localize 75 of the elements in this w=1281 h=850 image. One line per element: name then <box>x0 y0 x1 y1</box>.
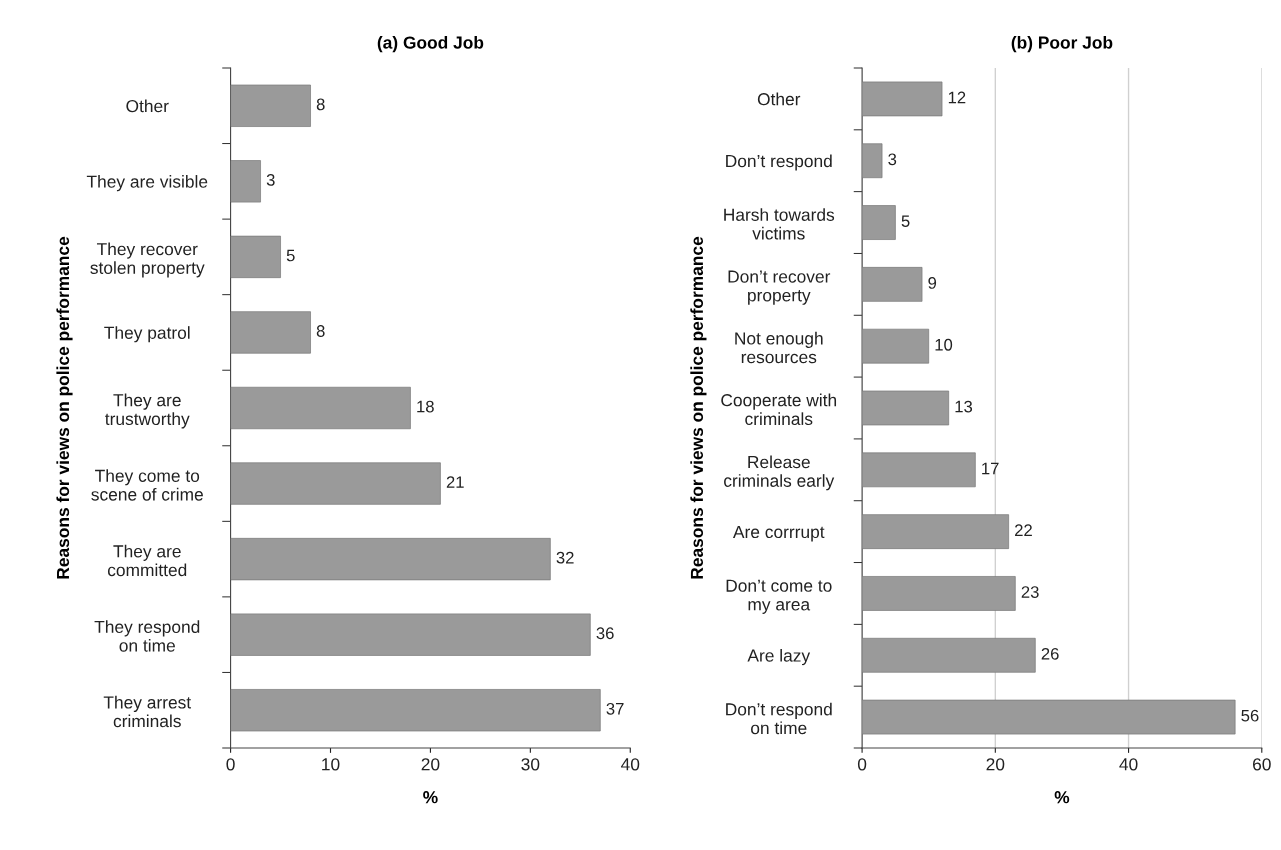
x-axis-title: % <box>1054 791 1070 804</box>
data-label: 8 <box>316 98 325 111</box>
data-label: 5 <box>286 249 295 262</box>
bar <box>862 637 1036 673</box>
y-tick-label: Don’t recover property <box>728 270 831 305</box>
bar <box>862 452 976 488</box>
data-label: 36 <box>596 627 614 640</box>
x-tick-label: 0 <box>857 758 867 771</box>
y-tick-label: Not enough resources <box>735 331 823 364</box>
data-label: 21 <box>446 476 464 488</box>
bar <box>862 390 950 426</box>
bar <box>230 84 311 127</box>
data-label: 13 <box>955 400 973 413</box>
bar <box>230 386 411 430</box>
y-tick-label: They respond on time <box>94 620 200 652</box>
chart-title: (a) Good Job <box>377 35 484 53</box>
y-tick-label: They are trustworthy <box>105 393 190 429</box>
x-tick-label: 0 <box>226 758 235 771</box>
y-tick-label: They patrol <box>104 326 190 343</box>
data-label: 5 <box>901 215 910 228</box>
y-tick-label: Are corrrupt <box>732 525 825 542</box>
bar <box>230 311 311 354</box>
bar <box>862 81 943 117</box>
bar <box>230 235 281 279</box>
data-label: 3 <box>266 174 275 186</box>
y-tick-label: Are lazy <box>747 648 811 666</box>
y-tick-label: Don’t come to my area <box>726 579 832 614</box>
bar <box>230 537 551 581</box>
y-tick-label: Cooperate with criminals <box>721 393 837 426</box>
bar <box>862 267 923 302</box>
chart-title: (b) Poor Job <box>1011 35 1113 53</box>
data-label: 17 <box>982 462 999 475</box>
y-tick-label: They are committed <box>107 544 187 577</box>
bar <box>862 143 883 179</box>
data-label: 18 <box>417 400 434 413</box>
data-label: 22 <box>1015 524 1032 536</box>
x-axis-title: % <box>423 791 438 804</box>
data-label: 56 <box>1241 709 1259 722</box>
y-tick-label: Other <box>126 99 169 113</box>
bar <box>862 328 930 364</box>
data-label: 37 <box>606 702 624 715</box>
y-tick-label: They are visible <box>86 175 208 192</box>
bar <box>862 576 1016 611</box>
bar <box>862 205 896 240</box>
x-tick-label: 40 <box>621 758 640 771</box>
y-tick-label: Harsh towards victims <box>724 208 835 240</box>
data-label: 9 <box>928 277 937 289</box>
y-axis-title: Reasons for views on police performance <box>690 236 707 579</box>
y-tick-label: Don’t respond <box>726 154 832 171</box>
bar <box>230 160 261 203</box>
x-tick-label: 40 <box>1119 758 1138 771</box>
y-tick-label: Don’t respond on time <box>726 702 832 735</box>
bar <box>230 462 441 505</box>
data-label: 26 <box>1041 647 1059 660</box>
data-label: 12 <box>948 91 966 104</box>
x-tick-label: 20 <box>986 758 1005 771</box>
data-label: 23 <box>1021 586 1039 598</box>
x-tick-label: 60 <box>1253 758 1271 771</box>
x-tick-label: 10 <box>322 758 340 771</box>
x-tick-label: 20 <box>421 758 440 771</box>
y-tick-label: They recover stolen property <box>90 242 205 278</box>
y-tick-label: Release criminals early <box>724 455 835 491</box>
bar <box>862 699 1236 735</box>
bar <box>862 514 1009 549</box>
y-tick-label: They come to scene of crime <box>91 469 203 501</box>
x-tick-label: 30 <box>521 758 540 771</box>
bar <box>230 613 591 656</box>
data-label: 32 <box>556 551 574 564</box>
y-axis-title: Reasons for views on police performance <box>56 236 73 579</box>
data-label: 8 <box>316 325 325 337</box>
bar <box>230 689 601 732</box>
data-label: 10 <box>935 338 953 351</box>
y-tick-label: Other <box>757 92 801 106</box>
data-label: 3 <box>888 153 897 166</box>
y-tick-label: They arrest criminals <box>103 695 192 728</box>
